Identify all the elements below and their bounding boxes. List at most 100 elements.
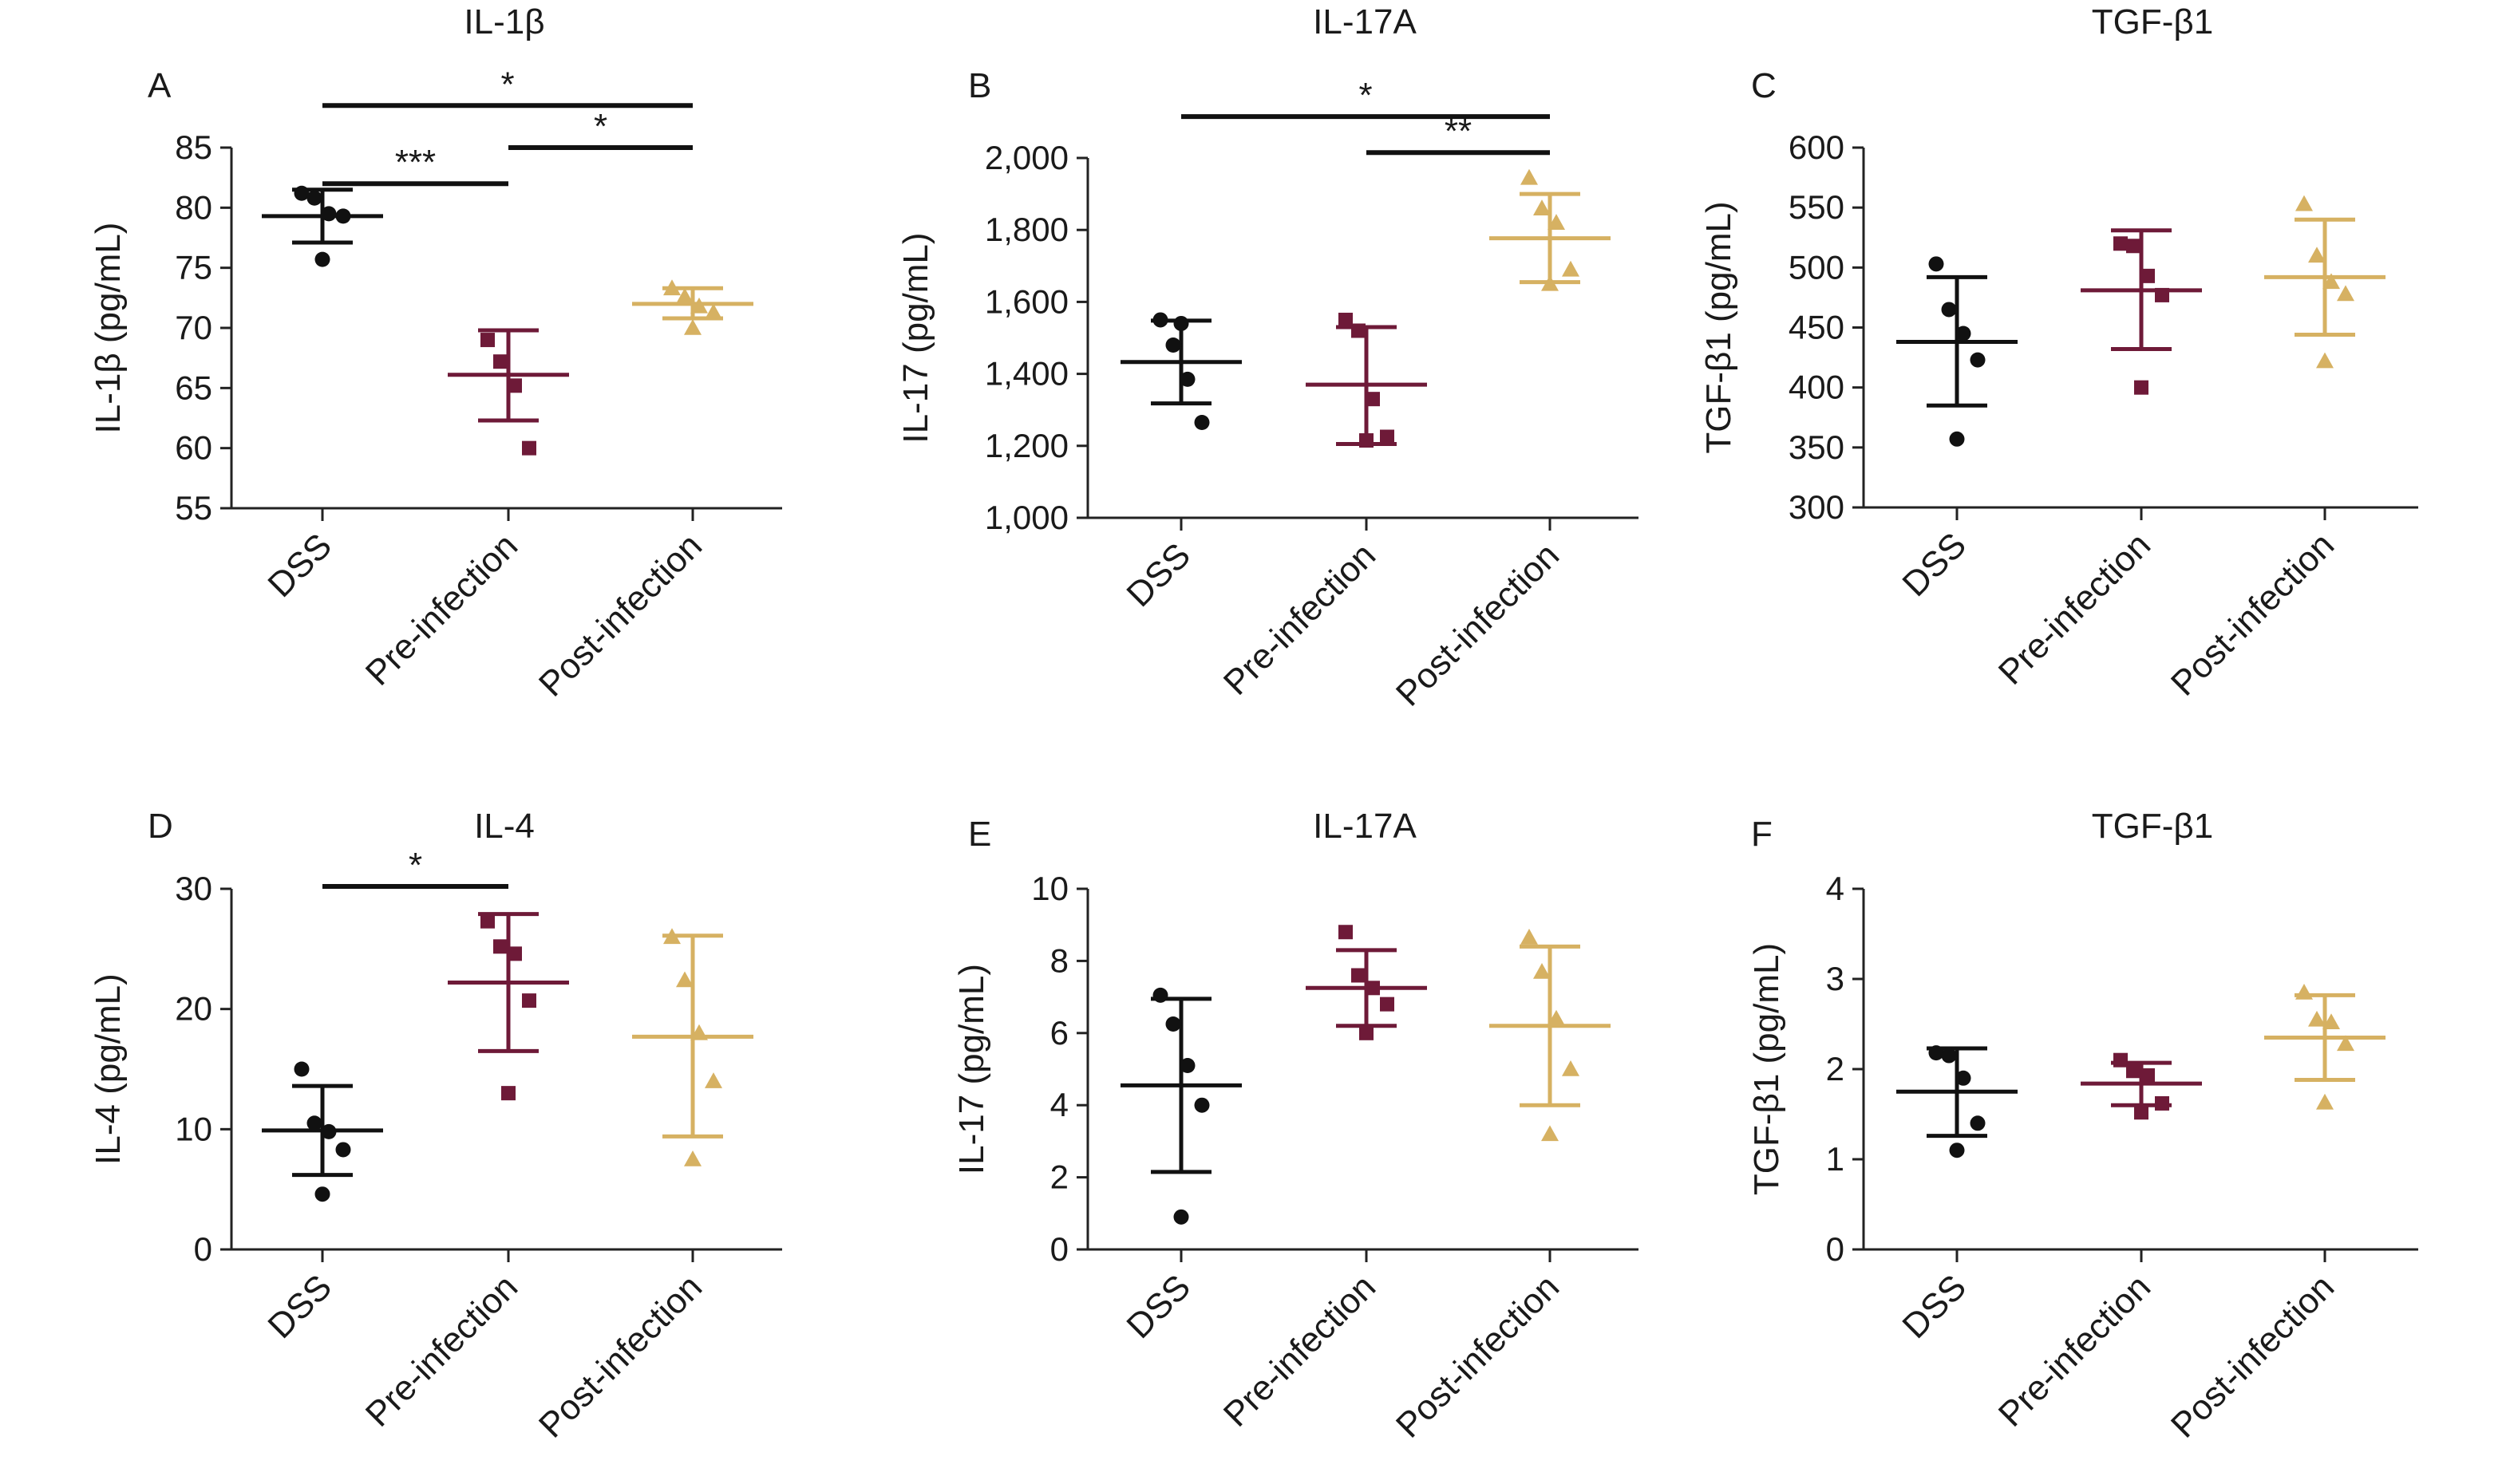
y-tick-label: 1,200 [985,427,1069,464]
group-pre-infection [2081,1052,2202,1120]
x-category-label: Post-infection [532,1267,710,1445]
y-tick-label: 80 [175,188,212,226]
x-category-label: Pre-infection [1216,1267,1383,1434]
y-tick-label: 4 [1826,870,1844,907]
y-tick-label: 10 [175,1110,212,1147]
data-point [1351,968,1366,983]
data-point [1941,1048,1957,1064]
panel-title: IL-4 [474,807,535,846]
data-point [1548,1009,1565,1026]
y-tick-label: 2 [1050,1158,1069,1196]
data-point [1562,1060,1579,1076]
data-point [2316,1093,2334,1110]
group-post-infection [2264,195,2386,369]
significance-label: * [500,65,514,104]
y-tick-label: 2 [1826,1050,1844,1087]
x-category-label: Post-infection [2164,525,2342,703]
y-tick-label: 6 [1050,1014,1069,1052]
data-point [1520,929,1538,945]
data-point [1949,431,1965,447]
data-point [1928,256,1944,272]
data-point [1173,1209,1189,1225]
data-point [690,297,708,314]
data-point [2155,1095,2169,1111]
x-category-label: Post-infection [2164,1267,2342,1445]
data-point [2337,1035,2354,1052]
data-point [1928,1045,1944,1061]
data-point [2295,983,2313,1000]
y-tick-label: 300 [1789,488,1844,526]
y-tick-label: 0 [194,1230,212,1268]
data-point [1380,429,1394,444]
data-point [663,279,681,296]
data-point [1366,981,1380,996]
panel-letter: D [148,807,173,846]
data-point [705,1072,722,1088]
x-category-label: Pre-infection [1216,535,1383,702]
y-tick-label: 8 [1050,941,1069,979]
data-point [522,440,536,456]
data-point [335,1142,351,1158]
data-point [2322,273,2340,290]
y-tick-label: 1,000 [985,499,1069,536]
data-point [684,319,702,335]
y-tick-label: 20 [175,990,212,1028]
data-point [522,993,536,1008]
x-category-label: Post-infection [532,526,710,704]
data-point [321,206,337,222]
data-point [1548,214,1565,230]
group-post-infection [1489,168,1611,291]
panel-letter: F [1751,815,1773,854]
group-pre-infection [448,328,569,456]
data-point [1165,337,1181,353]
data-point [705,303,722,320]
data-point [314,1186,330,1202]
y-axis-label: TGF-β1 (pg/mL) [1699,201,1738,453]
x-category-label: Pre-infection [1991,525,2158,692]
y-tick-label: 1,600 [985,282,1069,320]
data-point [508,378,522,393]
data-point [1955,326,1971,341]
data-point [1366,392,1380,407]
data-point [684,1150,702,1166]
data-point [2134,380,2148,395]
y-tick-label: 0 [1050,1230,1069,1268]
data-point [480,914,495,929]
significance-label: * [594,107,607,146]
x-category-label: DSS [1119,535,1198,614]
data-point [2337,285,2354,302]
data-point [1152,987,1168,1003]
data-point [1520,168,1538,185]
y-axis-label: IL-17 (pg/mL) [952,964,991,1174]
y-tick-label: 1,400 [985,355,1069,393]
data-point [1941,302,1957,318]
data-point [2126,1064,2140,1079]
data-point [2155,287,2169,302]
y-tick-label: 3 [1826,960,1844,997]
data-point [1970,1115,1986,1131]
data-point [2113,1052,2128,1068]
panel-d: IL-4 D 0 10 20 30 IL-4 (pg/mL) DSS Pre-infection… [89,807,782,1446]
data-point [1541,274,1559,291]
data-point [294,1061,310,1077]
data-point [306,1115,322,1131]
data-point [1949,1143,1965,1158]
significance-label: ** [1445,112,1472,151]
data-point [2126,239,2140,254]
y-tick-label: 350 [1789,428,1844,466]
y-tick-label: 0 [1826,1230,1844,1268]
data-point [501,1086,516,1101]
data-point [1338,925,1353,940]
data-point [1180,371,1196,387]
data-point [480,333,495,348]
x-category-label: Pre-infection [358,1267,525,1434]
y-tick-label: 85 [175,128,212,166]
x-category-label: Post-infection [1389,1267,1567,1445]
panel-title: IL-17A [1313,807,1417,846]
y-tick-label: 1,800 [985,211,1069,248]
panel-b: IL-17A B 1,000 1,200 1,400 1,600 1,800 2,000 IL-… [896,2,1638,714]
group-pre-infection [2081,228,2202,395]
data-point [306,190,322,206]
panel-letter: C [1751,66,1777,105]
